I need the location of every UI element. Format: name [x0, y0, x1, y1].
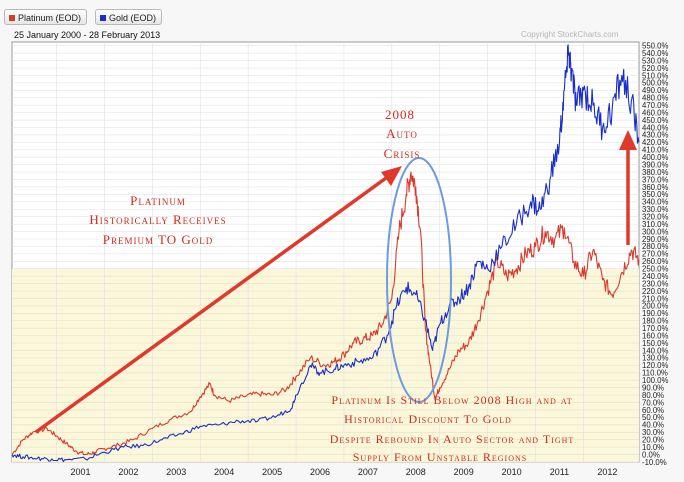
- x-tick-label: 2001: [70, 467, 90, 477]
- y-tick-label: 230.0%: [642, 279, 669, 288]
- y-tick-label: 140.0%: [642, 346, 669, 355]
- y-tick-label: 40.0%: [642, 421, 664, 430]
- legend-gold-label: Gold (EOD): [109, 13, 157, 23]
- y-tick-label: 50.0%: [642, 413, 664, 422]
- y-tick-label: 310.0%: [642, 220, 669, 229]
- discount-annotation-line1: Platinum Is Still Below 2008 High and at: [331, 393, 572, 407]
- y-tick-label: 350.0%: [642, 190, 669, 199]
- y-tick-label: 90.0%: [642, 383, 664, 392]
- gap-arrow-head: [619, 130, 637, 150]
- y-tick-label: 60.0%: [642, 406, 664, 415]
- legend-platinum-label: Platinum (EOD): [18, 13, 82, 23]
- series-line-platinum: [11, 171, 640, 456]
- x-tick-label: 2010: [502, 467, 522, 477]
- y-tick-label: 480.0%: [642, 94, 669, 103]
- y-tick-label: 410.0%: [642, 146, 669, 155]
- y-tick-label: 110.0%: [642, 369, 668, 378]
- y-tick-label: 0.0%: [642, 450, 660, 459]
- legend-platinum[interactable]: Platinum (EOD): [4, 9, 88, 25]
- y-tick-label: 380.0%: [642, 168, 669, 177]
- gold-swatch-icon: [100, 15, 106, 21]
- y-tick-label: 100.0%: [642, 376, 669, 385]
- date-range: 25 January 2000 - 28 February 2013: [14, 30, 161, 40]
- y-tick-label: 460.0%: [642, 108, 669, 117]
- crisis-annotation-line2: Auto: [386, 126, 418, 141]
- x-tick-label: 2004: [214, 467, 234, 477]
- y-tick-label: 500.0%: [642, 79, 669, 88]
- copyright-notice: Copyright StockCharts.com: [521, 30, 619, 39]
- y-tick-label: 10.0%: [642, 443, 664, 452]
- y-tick-label: 420.0%: [642, 138, 669, 147]
- crisis-annotation-line3: Crisis: [384, 146, 421, 161]
- y-tick-label: 260.0%: [642, 257, 669, 266]
- y-tick-label: 340.0%: [642, 198, 669, 207]
- series-layer: [11, 44, 640, 463]
- series-line-gold: [11, 44, 640, 463]
- y-tick-label: 20.0%: [642, 435, 664, 444]
- y-tick-label: 200.0%: [642, 302, 669, 311]
- discount-annotation-line3: Despite Rebound In Auto Sector and Tight: [330, 432, 575, 446]
- discount-annotation-line2: Historical Discount To Gold: [344, 412, 512, 426]
- y-tick-label: 250.0%: [642, 265, 669, 274]
- premium-arrow: [34, 176, 388, 434]
- crisis-ellipse: [386, 157, 452, 403]
- y-tick-label: 520.0%: [642, 64, 669, 73]
- grid: [12, 42, 639, 463]
- y-tick-label: 370.0%: [642, 175, 669, 184]
- y-tick-label: 150.0%: [642, 339, 669, 348]
- x-tick-label: 2007: [358, 467, 378, 477]
- platinum-swatch-icon: [9, 15, 15, 21]
- y-tick-label: 180.0%: [642, 317, 669, 326]
- y-tick-label: 360.0%: [642, 183, 669, 192]
- x-axis-labels: 2001 2002 2003 2004 2005 2006 2007 2008 2009 2010…: [70, 467, 617, 477]
- y-tick-label: 330.0%: [642, 205, 669, 214]
- y-tick-label: 160.0%: [642, 331, 669, 340]
- y-tick-label: 440.0%: [642, 123, 669, 132]
- y-tick-label: 490.0%: [642, 86, 669, 95]
- y-tick-label: 290.0%: [642, 235, 669, 244]
- y-tick-label: 190.0%: [642, 309, 669, 318]
- y-tick-label: 430.0%: [642, 131, 669, 140]
- x-tick-label: 2002: [118, 467, 138, 477]
- x-tick-label: 2012: [597, 467, 617, 477]
- discount-annotation-line4: Supply From Unstable Regions: [353, 450, 527, 464]
- y-tick-label: 170.0%: [642, 324, 669, 333]
- y-tick-label: 70.0%: [642, 398, 664, 407]
- premium-annotation-line2: Historically Receives: [89, 212, 226, 227]
- y-tick-label: 120.0%: [642, 361, 669, 370]
- x-tick-label: 2008: [406, 467, 426, 477]
- x-tick-label: 2003: [166, 467, 186, 477]
- y-tick-label: -10.0%: [642, 458, 667, 467]
- y-tick-label: 80.0%: [642, 391, 664, 400]
- premium-arrow-head: [381, 166, 402, 186]
- y-tick-label: 530.0%: [642, 56, 669, 65]
- crisis-annotation-line1: 2008: [385, 107, 415, 122]
- y-tick-label: 400.0%: [642, 153, 669, 162]
- y-tick-label: 470.0%: [642, 101, 669, 110]
- y-tick-label: 540.0%: [642, 49, 669, 58]
- y-tick-label: 210.0%: [642, 294, 669, 303]
- x-tick-label: 2009: [454, 467, 474, 477]
- y-tick-label: 270.0%: [642, 250, 669, 259]
- premium-annotation-line1: Platinum: [130, 193, 186, 208]
- y-tick-label: 390.0%: [642, 160, 669, 169]
- y-tick-label: 240.0%: [642, 272, 669, 281]
- x-tick-label: 2006: [310, 467, 330, 477]
- premium-annotation-line3: Premium TO Gold: [103, 232, 213, 247]
- legend-gold[interactable]: Gold (EOD): [95, 9, 163, 25]
- y-tick-label: 30.0%: [642, 428, 664, 437]
- y-axis-labels: -10.0%0.0%10.0%20.0%30.0%40.0%50.0%60.0%…: [642, 42, 669, 467]
- y-tick-label: 130.0%: [642, 354, 669, 363]
- y-tick-label: 220.0%: [642, 287, 669, 296]
- y-tick-label: 510.0%: [642, 71, 669, 80]
- y-tick-label: 320.0%: [642, 212, 669, 221]
- y-tick-label: 280.0%: [642, 242, 669, 251]
- x-tick-label: 2011: [550, 467, 569, 477]
- y-tick-label: 550.0%: [642, 42, 669, 51]
- x-tick-label: 2005: [262, 467, 282, 477]
- y-tick-label: 300.0%: [642, 227, 669, 236]
- y-tick-label: 450.0%: [642, 116, 669, 125]
